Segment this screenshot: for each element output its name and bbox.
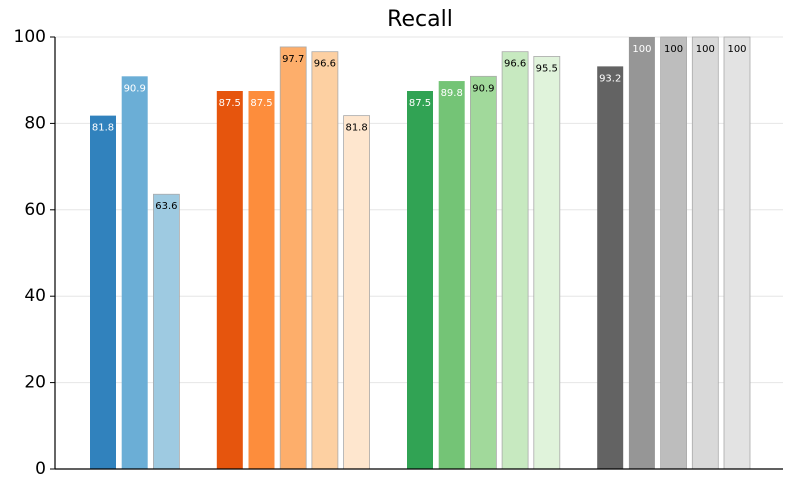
value-label: 100 xyxy=(664,44,683,55)
value-label: 87.5 xyxy=(219,98,241,109)
chart-title: Recall xyxy=(387,7,453,32)
value-label: 100 xyxy=(696,44,715,55)
bar xyxy=(152,193,180,470)
bar xyxy=(501,51,529,470)
value-label: 93.2 xyxy=(599,73,621,84)
bar xyxy=(121,76,148,469)
bar xyxy=(723,36,751,470)
value-label: 100 xyxy=(632,44,651,55)
bar xyxy=(660,36,687,470)
bar xyxy=(533,56,561,470)
value-label: 87.5 xyxy=(250,98,272,109)
value-label: 90.9 xyxy=(472,83,494,94)
value-label: 90.9 xyxy=(124,83,146,94)
value-label: 96.6 xyxy=(504,59,526,70)
value-label: 87.5 xyxy=(409,98,431,109)
value-label: 81.8 xyxy=(92,123,114,134)
y-tick-label: 0 xyxy=(35,459,46,479)
value-label: 95.5 xyxy=(536,63,558,74)
y-tick-label: 100 xyxy=(14,27,46,47)
y-tick-label: 80 xyxy=(24,113,46,133)
bar xyxy=(597,66,624,469)
bar xyxy=(90,115,116,470)
y-tick-label: 20 xyxy=(24,373,46,393)
bar xyxy=(469,75,497,470)
bar xyxy=(343,115,371,470)
bar xyxy=(216,91,243,469)
bar xyxy=(628,37,655,469)
y-tick-label: 60 xyxy=(24,200,46,220)
value-label: 81.8 xyxy=(345,123,367,134)
value-label: 97.7 xyxy=(282,54,304,65)
value-label: 96.6 xyxy=(314,59,336,70)
bar xyxy=(248,91,275,469)
bar xyxy=(311,51,339,470)
value-label: 100 xyxy=(727,44,746,55)
value-label: 63.6 xyxy=(155,201,177,212)
value-label: 89.8 xyxy=(441,88,463,99)
y-tick-label: 40 xyxy=(24,286,46,306)
bar xyxy=(438,81,465,470)
bar xyxy=(407,91,433,469)
bar xyxy=(691,36,719,470)
bar xyxy=(279,46,307,470)
